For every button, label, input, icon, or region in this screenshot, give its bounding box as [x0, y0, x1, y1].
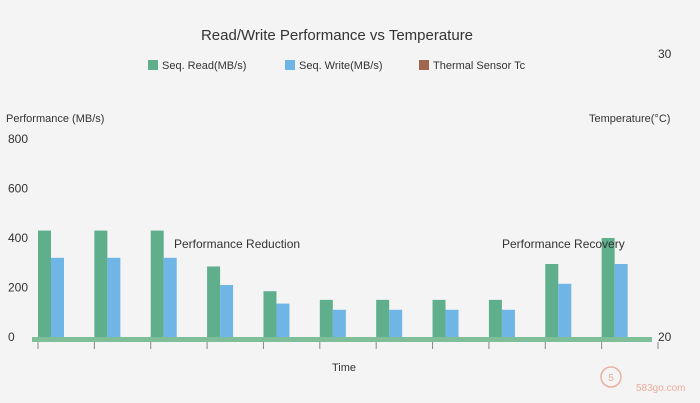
- annotations: Performance Reduction Performance Recover…: [174, 237, 625, 251]
- y-axis-left-ticks: 0 200 400 600 800: [8, 132, 28, 344]
- y-left-tick-label: 0: [8, 330, 15, 344]
- bar-seq-read: [601, 238, 615, 337]
- legend-label-write: Seq. Write(MB/s): [299, 60, 383, 72]
- bar-seq-read: [94, 230, 108, 337]
- watermark: 5 583go.com: [600, 366, 685, 394]
- bar-seq-write: [501, 309, 515, 337]
- bar-seq-write: [163, 257, 177, 337]
- watermark-site: 583go.com: [636, 383, 685, 394]
- bar-seq-read: [38, 230, 51, 337]
- y-right-tick-label: 30: [658, 47, 672, 61]
- bar-seq-write: [445, 309, 459, 337]
- legend: Seq. Read(MB/s) Seq. Write(MB/s) Thermal…: [148, 60, 526, 72]
- bar-seq-write: [332, 309, 346, 337]
- bar-seq-read: [488, 299, 502, 337]
- chart-title: Read/Write Performance vs Temperature: [201, 27, 473, 44]
- bar-seq-write: [220, 285, 234, 337]
- bar-seq-read: [545, 263, 559, 337]
- annotation-label: Performance Reduction: [174, 237, 300, 251]
- bars-group: [38, 230, 628, 337]
- watermark-logo-text: 5: [608, 373, 614, 384]
- y-axis-right-title: Temperature(°C): [589, 113, 670, 125]
- bar-seq-write: [276, 303, 290, 337]
- x-axis-line: [32, 337, 652, 342]
- x-axis-title: Time: [332, 362, 356, 374]
- bar-seq-write: [614, 263, 628, 337]
- bar-seq-read: [432, 299, 446, 337]
- bar-seq-write: [558, 283, 572, 337]
- y-left-tick-label: 600: [8, 182, 28, 196]
- y-axis-left-title: Performance (MB/s): [6, 113, 104, 125]
- legend-swatch-temp: [419, 60, 429, 70]
- bar-seq-read: [207, 266, 221, 337]
- y-axis-right-ticks: 2030405060708090: [658, 47, 672, 344]
- bar-seq-write: [107, 257, 121, 337]
- bar-seq-read: [150, 230, 164, 337]
- bar-seq-read: [376, 299, 390, 337]
- legend-swatch-write: [285, 60, 295, 70]
- y-left-tick-label: 800: [8, 132, 28, 146]
- annotation-label: Performance Recovery: [502, 237, 625, 251]
- legend-label-temp: Thermal Sensor Tc: [433, 60, 526, 72]
- bar-seq-read: [263, 291, 277, 337]
- legend-label-read: Seq. Read(MB/s): [162, 60, 246, 72]
- x-axis-ticks: [37, 342, 659, 349]
- bar-seq-write: [51, 257, 64, 337]
- bar-seq-write: [389, 309, 403, 337]
- bar-seq-read: [319, 299, 333, 337]
- legend-swatch-read: [148, 60, 158, 70]
- y-left-tick-label: 400: [8, 231, 28, 245]
- y-left-tick-label: 200: [8, 281, 28, 295]
- y-right-tick-label: 20: [658, 330, 672, 344]
- watermark-logo-icon: [600, 366, 622, 388]
